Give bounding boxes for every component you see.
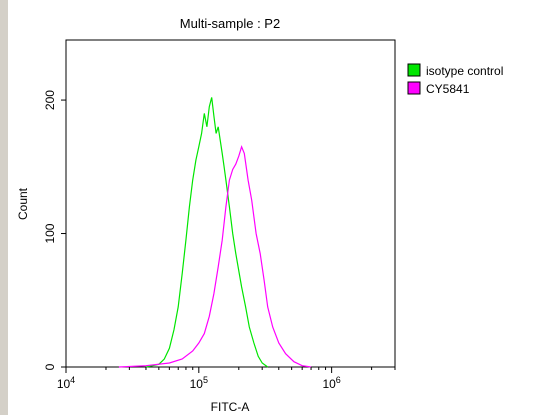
plot-area	[65, 39, 396, 368]
legend-swatch	[407, 63, 421, 77]
chart-title: Multi-sample : P2	[180, 16, 280, 31]
y-axis-label: Count	[16, 187, 30, 220]
series-layer	[118, 97, 312, 368]
legend: isotype control CY5841	[407, 63, 503, 96]
series-line-2	[118, 145, 312, 368]
legend-label: CY5841	[426, 82, 470, 96]
y-tick-label: 0	[43, 363, 57, 370]
x-tick-label: 105	[190, 375, 208, 391]
y-tick-label: 200	[43, 90, 57, 110]
series-line-1	[145, 97, 269, 368]
legend-label: isotype control	[426, 64, 503, 78]
x-axis: 104 105 106	[57, 367, 396, 391]
y-tick-label: 100	[43, 223, 57, 243]
legend-swatch	[407, 81, 421, 95]
x-axis-label: FITC-A	[211, 400, 250, 414]
x-tick-label: 106	[322, 375, 340, 391]
x-tick-label: 104	[57, 375, 75, 391]
window-edge	[0, 0, 8, 415]
y-axis: 0 100 200	[43, 90, 66, 370]
